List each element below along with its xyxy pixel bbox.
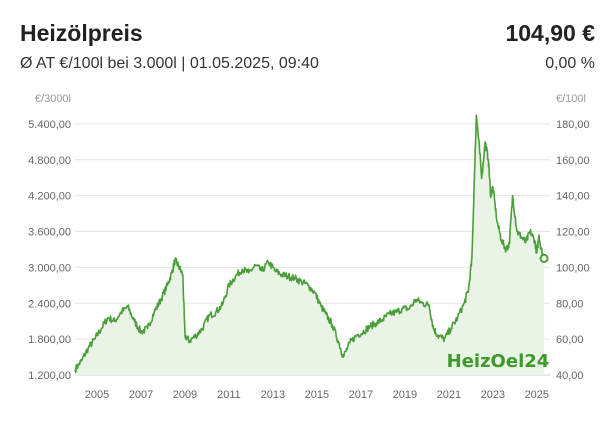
right-tick-label: 100,00: [556, 262, 590, 274]
page-title: Heizölpreis: [20, 20, 143, 46]
price-line: [74, 114, 545, 374]
x-tick-label: 2015: [305, 389, 329, 401]
x-tick-label: 2025: [525, 389, 549, 401]
x-tick-label: 2023: [481, 389, 505, 401]
current-price: 104,90 €: [505, 20, 595, 46]
right-tick-label: 160,00: [556, 155, 590, 167]
left-tick-label: 1.200,00: [28, 370, 71, 382]
right-tick-label: 140,00: [556, 191, 590, 203]
right-tick-label: 120,00: [556, 227, 590, 239]
x-tick-label: 2011: [217, 389, 241, 401]
last-point-marker: [539, 253, 549, 263]
left-axis-unit: €/3000l: [35, 93, 71, 105]
price-change: 0,00 %: [545, 55, 595, 72]
left-tick-label: 4.800,00: [28, 155, 71, 167]
left-tick-label: 3.000,00: [28, 262, 71, 274]
left-axis: 1.200,00 1.800,00 2.400,00 3.000,00 3.600,00…: [28, 119, 71, 382]
price-subtitle: Ø AT €/100l bei 3.000l | 01.05.2025, 09:…: [20, 55, 319, 72]
x-tick-label: 2017: [349, 389, 373, 401]
left-tick-label: 2.400,00: [28, 298, 71, 310]
left-tick-label: 1.800,00: [28, 334, 71, 346]
right-tick-label: 180,00: [556, 119, 590, 131]
right-axis: 40,00 60,00 80,00 100,00 120,00 140,00 160,00 1…: [556, 119, 590, 382]
price-area: [75, 115, 545, 375]
right-tick-label: 60,00: [556, 334, 584, 346]
right-tick-label: 80,00: [556, 298, 584, 310]
right-axis-unit: €/100l: [556, 93, 586, 105]
x-tick-label: 2013: [261, 389, 285, 401]
x-tick-label: 2019: [393, 389, 417, 401]
price-chart: 1.200,00 1.800,00 2.400,00 3.000,00 3.600,00…: [28, 93, 590, 401]
left-tick-label: 4.200,00: [28, 191, 71, 203]
x-tick-label: 2007: [129, 389, 153, 401]
x-tick-label: 2005: [85, 389, 109, 401]
left-tick-label: 3.600,00: [28, 227, 71, 239]
left-tick-label: 5.400,00: [28, 119, 71, 131]
watermark-logo: HeizOel24: [447, 351, 550, 372]
x-tick-label: 2021: [437, 389, 461, 401]
x-axis: 2005 2007 2009 2011 2013 2015 2017 2019 2021 2023…: [85, 389, 549, 401]
right-tick-label: 40,00: [556, 370, 584, 382]
x-tick-label: 2009: [173, 389, 197, 401]
